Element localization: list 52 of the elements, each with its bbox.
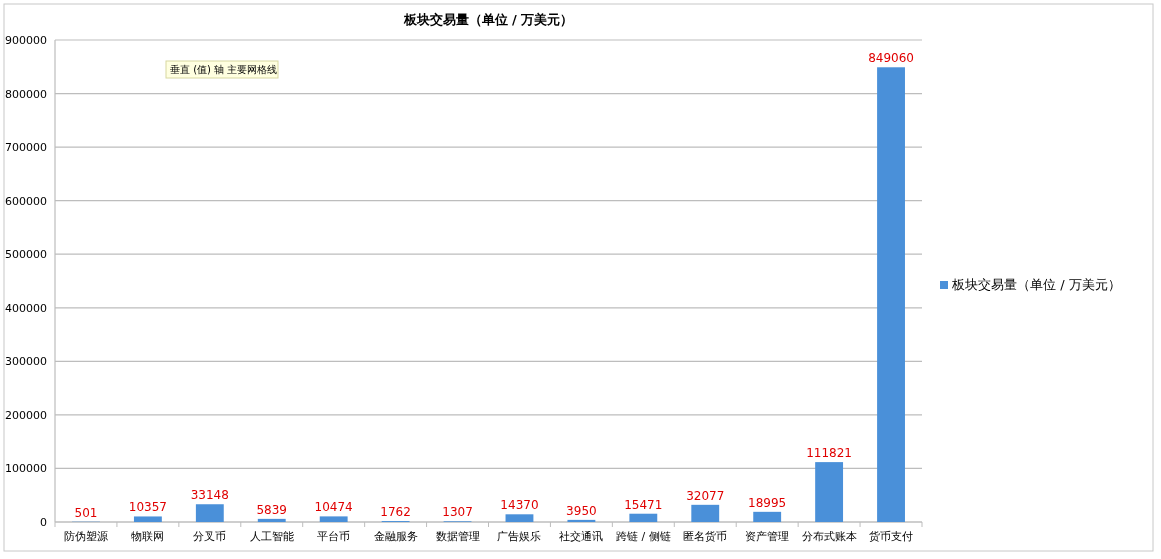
bar bbox=[505, 514, 534, 522]
bar bbox=[753, 511, 782, 522]
x-tick-label: 防伪塑源 bbox=[63, 530, 108, 543]
data-label: 15471 bbox=[624, 497, 663, 512]
bar bbox=[257, 518, 286, 522]
y-tick-label: 500000 bbox=[5, 248, 47, 262]
y-tick-label: 900000 bbox=[5, 34, 47, 47]
y-tick-label: 300000 bbox=[5, 355, 47, 369]
data-label: 3950 bbox=[566, 503, 597, 518]
bar bbox=[629, 513, 658, 522]
x-tick-label: 平台币 bbox=[317, 530, 351, 543]
bar bbox=[815, 462, 844, 522]
data-label: 14370 bbox=[500, 498, 539, 513]
bar bbox=[691, 504, 720, 522]
data-label: 10357 bbox=[128, 500, 167, 515]
bar bbox=[567, 519, 596, 522]
x-tick-label: 资产管理 bbox=[745, 530, 790, 543]
x-tick-label: 分布式账本 bbox=[801, 530, 857, 543]
bar bbox=[877, 67, 905, 522]
y-tick-label: 0 bbox=[40, 516, 47, 529]
data-label: 111821 bbox=[806, 446, 853, 461]
bar bbox=[133, 516, 162, 522]
data-label: 849060 bbox=[868, 51, 914, 66]
x-tick-label: 人工智能 bbox=[249, 530, 294, 543]
x-tick-label: 分叉币 bbox=[193, 530, 227, 543]
x-tick-label: 广告娱乐 bbox=[497, 530, 542, 543]
y-tick-label: 600000 bbox=[5, 194, 47, 208]
annotation: 垂直 (值) 轴 主要网格线 bbox=[170, 64, 278, 75]
y-tick-label: 700000 bbox=[5, 141, 47, 155]
x-tick-label: 匿名货币 bbox=[683, 530, 728, 543]
y-tick-label: 100000 bbox=[5, 462, 47, 476]
data-label: 501 bbox=[74, 505, 98, 520]
data-label: 32077 bbox=[686, 488, 725, 503]
data-label: 33148 bbox=[190, 488, 229, 503]
data-label: 5839 bbox=[256, 502, 288, 517]
data-label: 10474 bbox=[314, 500, 353, 515]
data-label: 18995 bbox=[748, 495, 787, 510]
y-tick-label: 200000 bbox=[5, 408, 47, 422]
x-tick-label: 社交通讯 bbox=[559, 530, 604, 543]
x-tick-label: 货币支付 bbox=[869, 530, 914, 543]
y-tick-label: 800000 bbox=[5, 87, 47, 101]
legend-label: 板块交易量（单位 / 万美元） bbox=[951, 277, 1121, 292]
bar bbox=[319, 516, 348, 522]
bar bbox=[195, 504, 224, 522]
x-tick-label: 跨链 / 侧链 bbox=[615, 530, 671, 543]
data-label: 1762 bbox=[380, 505, 411, 520]
x-tick-label: 物联网 bbox=[131, 530, 165, 543]
x-tick-label: 数据管理 bbox=[435, 530, 480, 543]
chart-title: 板块交易量（单位 / 万美元） bbox=[402, 12, 574, 27]
x-tick-label: 金融服务 bbox=[373, 530, 418, 543]
data-label: 1307 bbox=[442, 505, 473, 520]
y-tick-label: 400000 bbox=[5, 301, 47, 315]
